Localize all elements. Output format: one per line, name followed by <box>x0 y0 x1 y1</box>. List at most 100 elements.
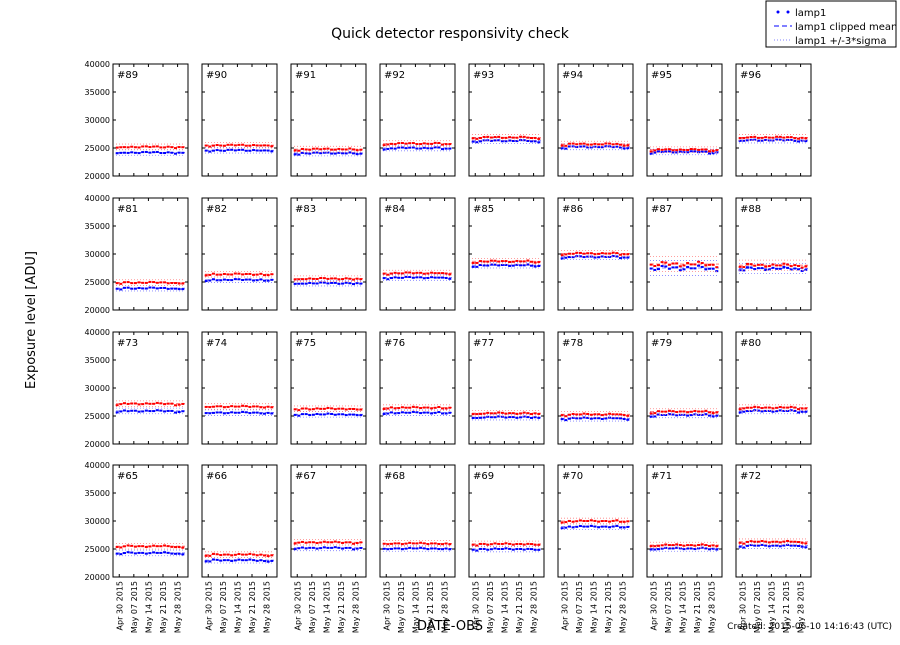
data-point <box>311 277 315 280</box>
data-point <box>619 417 622 420</box>
data-point <box>475 265 479 268</box>
data-point <box>478 547 482 550</box>
data-point <box>252 144 256 147</box>
footer-created: Created: 2015-06-10 14:16:43 (UTC) <box>727 622 892 632</box>
data-point <box>600 255 604 258</box>
data-point <box>248 272 252 275</box>
data-point <box>526 259 530 262</box>
data-point <box>348 541 352 544</box>
data-point <box>622 418 626 421</box>
x-tick-label: May 28 2015 <box>263 581 272 633</box>
data-point <box>686 149 690 152</box>
data-point <box>600 143 604 146</box>
data-point <box>571 520 575 523</box>
data-point <box>255 149 259 152</box>
data-point <box>711 544 715 547</box>
y-tick-label: 30000 <box>85 250 110 259</box>
data-point <box>471 413 475 416</box>
data-point <box>441 276 444 279</box>
x-tick-label: Apr 30 2015 <box>560 581 569 630</box>
data-point <box>222 559 226 562</box>
data-point <box>152 151 156 154</box>
data-point <box>259 149 263 152</box>
data-point <box>582 412 586 415</box>
data-point <box>230 148 234 151</box>
data-point <box>500 415 504 418</box>
data-point <box>266 560 270 563</box>
data-point <box>775 267 779 270</box>
data-point <box>615 142 619 145</box>
data-point <box>771 263 775 266</box>
x-tick-label: Apr 30 2015 <box>738 581 747 630</box>
data-point <box>311 413 315 416</box>
data-point <box>519 416 523 419</box>
data-point <box>308 152 312 155</box>
data-point <box>319 413 323 416</box>
data-point <box>671 410 675 413</box>
panel: #95 <box>646 63 723 177</box>
data-point <box>230 279 234 282</box>
data-point <box>682 548 686 551</box>
data-point <box>486 135 490 138</box>
data-point <box>711 152 715 155</box>
data-point <box>252 149 256 152</box>
data-point <box>326 541 330 544</box>
data-point <box>564 147 568 150</box>
data-point <box>530 416 533 419</box>
data-point <box>359 546 363 549</box>
data-point <box>448 411 452 414</box>
data-point <box>497 135 501 138</box>
legend: lamp1 lamp1 clipped mean lamp1 +/-3*sigm… <box>765 0 897 48</box>
data-point <box>244 272 248 275</box>
data-point <box>560 418 564 421</box>
data-point <box>348 546 352 549</box>
data-point <box>649 548 653 551</box>
data-point <box>119 410 123 413</box>
data-point <box>389 547 393 550</box>
data-point <box>604 525 608 528</box>
x-tick-label: May 14 2015 <box>322 581 331 633</box>
data-point <box>215 149 219 152</box>
data-point <box>352 283 355 286</box>
data-point <box>255 144 259 147</box>
data-point <box>675 546 679 549</box>
panel: #71 Apr 30 2015 May 07 2015 May 14 2015 May … <box>646 464 723 633</box>
data-point <box>475 544 479 547</box>
data-point <box>226 143 230 146</box>
data-point <box>337 282 341 285</box>
data-point <box>233 411 237 414</box>
data-point <box>219 559 223 562</box>
data-point <box>786 406 790 409</box>
data-point <box>586 252 590 255</box>
data-point <box>626 520 630 523</box>
data-point <box>408 146 412 149</box>
data-point <box>144 409 148 412</box>
data-point <box>742 266 746 269</box>
data-point <box>322 147 326 150</box>
data-point <box>382 148 386 151</box>
data-point <box>204 144 208 147</box>
data-point <box>519 264 523 267</box>
data-point <box>422 272 426 275</box>
data-point <box>411 542 415 545</box>
data-point <box>308 277 312 280</box>
data-point <box>259 272 263 275</box>
data-point <box>615 255 619 258</box>
data-point <box>682 148 686 151</box>
data-point <box>270 406 274 409</box>
panel-label: #94 <box>562 70 583 81</box>
data-point <box>608 520 612 523</box>
data-point <box>582 525 586 528</box>
data-point <box>433 406 437 409</box>
data-point <box>211 411 215 414</box>
data-point <box>397 146 401 149</box>
data-point <box>660 544 664 547</box>
data-point <box>344 277 348 280</box>
data-point <box>475 141 479 144</box>
data-point <box>122 146 126 149</box>
data-point <box>155 281 159 284</box>
data-point <box>760 136 764 139</box>
data-point <box>582 256 586 259</box>
data-point <box>604 145 608 148</box>
data-point <box>337 546 341 549</box>
